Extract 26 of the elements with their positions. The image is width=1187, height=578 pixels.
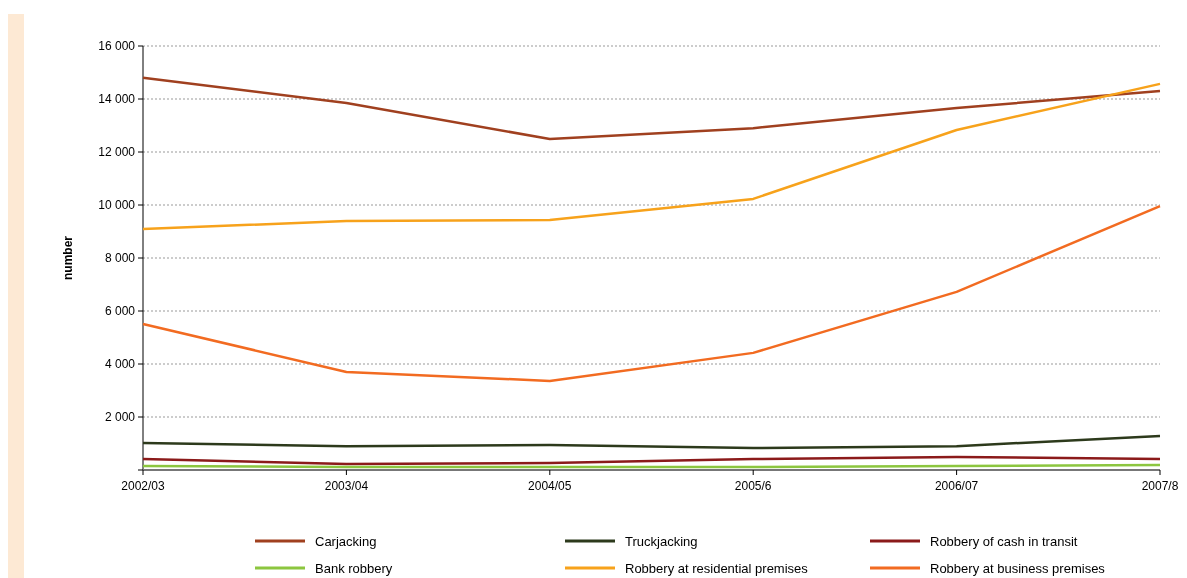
y-tick-label: 16 000 [98,39,136,54]
x-tick-label: 2003/04 [324,479,369,493]
x-tick-label: 2006/07 [934,479,979,493]
y-tick-label: 12 000 [98,145,136,160]
line-series [141,82,1162,231]
legend-label: Robbery at business premises [930,560,1106,576]
y-tick-label: 8 000 [104,251,136,266]
x-tick-label: 2002/03 [121,479,166,493]
y-axis-title: number [61,235,75,281]
line-series [141,455,1162,466]
y-tick-label: 4 000 [104,357,136,372]
line-series [141,76,1162,141]
line-series [141,204,1162,383]
legend-label: Carjacking [315,533,377,549]
x-tick-label: 2005/6 [734,479,772,493]
legend-label: Bank robbery [315,560,393,576]
line-series [141,434,1162,450]
y-tick-label: 14 000 [98,92,136,107]
legend-label: Robbery of cash in transit [930,533,1078,549]
legend-label: Robbery at residential premises [625,560,809,576]
x-tick-label: 2007/8 [1141,479,1179,493]
y-tick-label: 6 000 [104,304,136,319]
y-tick-label: 2 000 [104,410,136,425]
x-tick-label: 2004/05 [528,479,572,493]
y-tick-label: 10 000 [98,198,136,213]
legend-label: Truckjacking [625,533,698,549]
